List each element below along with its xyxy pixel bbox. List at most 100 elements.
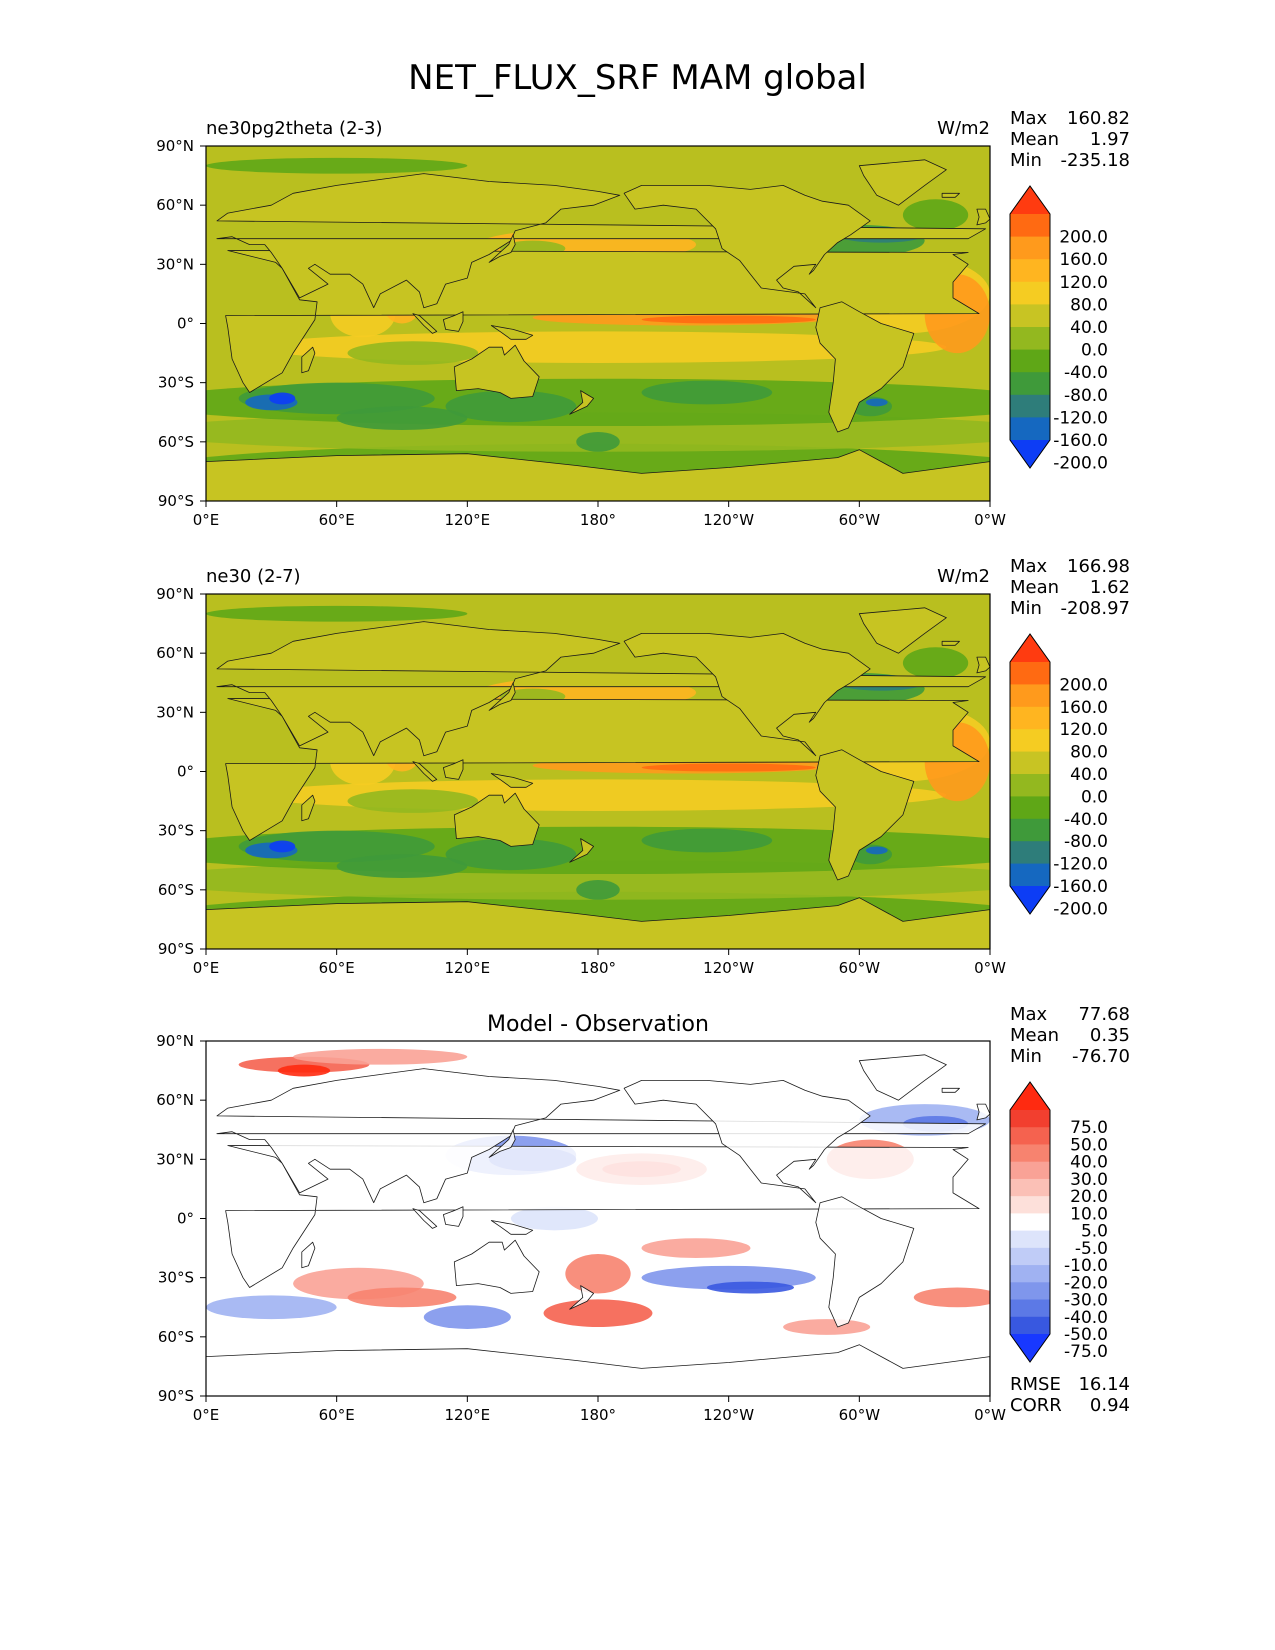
colorbar-tick-label: -120.0 <box>1053 408 1108 428</box>
coastline <box>488 234 516 263</box>
colorbar-segment <box>1010 774 1050 797</box>
coastline <box>490 773 534 788</box>
colorbar-tick-label: -50.0 <box>1064 1325 1108 1345</box>
stat-label: Min <box>1010 1046 1042 1067</box>
coastline <box>488 682 516 711</box>
colorbar-segment <box>1010 751 1050 775</box>
x-tick-label: 0°E <box>193 1406 220 1424</box>
coastline <box>976 656 990 674</box>
stat-label: Min <box>1010 598 1042 619</box>
field-region <box>902 199 969 231</box>
stat-label: Min <box>1010 150 1042 171</box>
stat-value: -235.18 <box>1061 150 1130 171</box>
coastlines <box>206 1054 990 1396</box>
y-tick-label: 0° <box>177 315 194 333</box>
x-tick-label: 0°W <box>974 1406 1006 1424</box>
field-region <box>706 1281 794 1294</box>
colorbar-tick-label: 120.0 <box>1059 720 1108 740</box>
field-region <box>641 828 773 853</box>
colorbar-segment <box>1010 1265 1050 1283</box>
coastline <box>206 449 990 501</box>
coastline <box>815 749 915 881</box>
colorbar-extend-max <box>1010 634 1050 662</box>
y-tick-label: 30°S <box>158 822 194 840</box>
y-tick-label: 90°S <box>158 940 194 958</box>
panel-title: ne30pg2theta (2-3) <box>206 118 382 139</box>
field-region <box>865 398 888 407</box>
x-tick-label: 180° <box>580 511 616 529</box>
colorbar-tick-label: -80.0 <box>1064 386 1108 406</box>
field-region <box>423 1305 511 1329</box>
coastline <box>443 1206 464 1227</box>
y-tick-label: 90°N <box>156 1032 194 1050</box>
colorbar-tick-label: -120.0 <box>1053 855 1108 875</box>
colorbar-outline <box>1009 1081 1051 1363</box>
colorbar-extend-min <box>1010 886 1050 914</box>
map-panel-3: 0°E 60°E 120°E 180° 120°W 60°W 0°W 90°N 60°N 30°N… <box>156 1004 1130 1424</box>
x-tick-label: 120°E <box>445 511 491 529</box>
coastline <box>301 346 316 374</box>
colorbar-tick-label: -160.0 <box>1053 877 1108 897</box>
coastline <box>623 185 871 309</box>
x-tick-label: 60°W <box>839 1406 881 1424</box>
x-tick-label: 0°E <box>193 511 220 529</box>
field-region <box>543 1299 653 1327</box>
coastline <box>569 1285 594 1310</box>
coastline <box>206 897 990 949</box>
colorbar-tick-label: -40.0 <box>1064 363 1108 383</box>
coastline <box>453 1239 540 1294</box>
y-tick-label: 0° <box>177 1210 194 1228</box>
colorbar-segment <box>1010 1178 1050 1197</box>
colorbar-tick-label: 200.0 <box>1059 228 1108 248</box>
panel-units: W/m2 <box>937 566 990 587</box>
coastline <box>453 344 540 399</box>
coastline <box>216 1068 986 1204</box>
coastline <box>815 301 915 433</box>
coastline <box>443 759 464 780</box>
colorbar-tick-label: 30.0 <box>1070 1170 1108 1190</box>
field-region <box>336 854 468 879</box>
colorbar-segment <box>1010 281 1050 305</box>
y-tick-label: 0° <box>177 763 194 781</box>
y-tick-label: 60°S <box>158 1328 194 1346</box>
colorbar-tick-label: -20.0 <box>1064 1273 1108 1293</box>
colorbar-tick-label: -160.0 <box>1053 431 1108 451</box>
coastline <box>216 173 986 309</box>
colorbar-segment <box>1010 214 1050 238</box>
colorbar-segment <box>1010 417 1050 441</box>
colorbar-tick-label: 160.0 <box>1059 250 1108 270</box>
colorbar-segment <box>1010 818 1050 842</box>
field-region <box>565 1254 631 1294</box>
colorbar-segment <box>1010 1161 1050 1180</box>
colorbar-segment <box>1010 1299 1050 1318</box>
colorbar-tick-label: 40.0 <box>1070 765 1108 785</box>
colorbar-segment <box>1010 706 1050 730</box>
colorbar-segment <box>1010 327 1050 351</box>
colorbar-segment <box>1010 236 1050 260</box>
field-region <box>641 380 773 405</box>
coastlines <box>206 159 990 501</box>
y-tick-label: 30°N <box>156 703 194 721</box>
field-region <box>865 846 888 855</box>
colorbar-segment <box>1010 372 1050 396</box>
colorbar-tick-label: 160.0 <box>1059 698 1108 718</box>
field-region <box>641 1238 751 1258</box>
coastline <box>206 1344 990 1396</box>
colorbar-tick-label: 5.0 <box>1081 1222 1108 1242</box>
coastline <box>941 640 960 646</box>
x-tick-label: 60°W <box>839 511 881 529</box>
coastline <box>490 325 534 340</box>
colorbar-segment <box>1010 684 1050 708</box>
coastline <box>976 1103 990 1121</box>
field-region <box>445 390 577 423</box>
coastline <box>569 838 594 863</box>
colorbar-tick-label: 0.0 <box>1081 341 1108 361</box>
panel-title: ne30 (2-7) <box>206 566 301 587</box>
x-tick-label: 0°W <box>974 959 1006 977</box>
colorbar-tick-label: 75.0 <box>1070 1118 1108 1138</box>
colorbar-segment <box>1010 662 1050 685</box>
field-region <box>576 431 620 452</box>
coastline <box>490 1220 534 1235</box>
stat-value: 160.82 <box>1067 108 1130 129</box>
colorbar-segment <box>1010 1144 1050 1163</box>
